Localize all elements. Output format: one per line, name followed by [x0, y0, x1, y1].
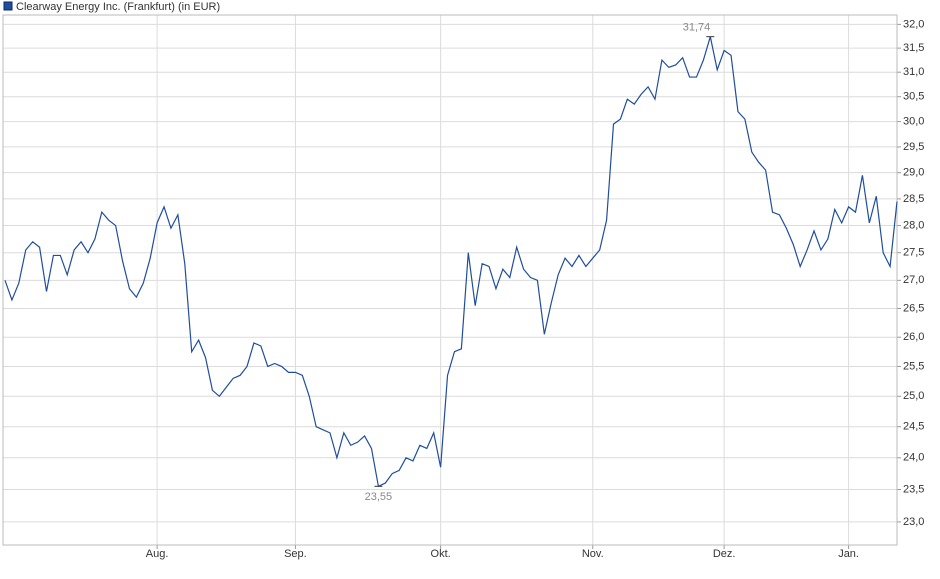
- x-tick-label: Okt.: [431, 548, 451, 560]
- y-tick-label: 24,5: [903, 421, 924, 433]
- annotation: 31,74: [683, 22, 711, 34]
- y-tick-label: 23,0: [903, 516, 924, 528]
- y-tick-label: 29,0: [903, 167, 924, 179]
- y-tick-label: 23,5: [903, 483, 924, 495]
- y-tick-label: 25,0: [903, 390, 924, 402]
- price-line: [4, 36, 898, 488]
- legend-label: Clearway Energy Inc. (Frankfurt) (in EUR…: [16, 1, 220, 13]
- y-tick-label: 32,0: [903, 18, 924, 30]
- y-tick-label: 30,0: [903, 116, 924, 128]
- y-tick-label: 31,0: [903, 66, 924, 78]
- y-tick-label: 31,5: [903, 42, 924, 54]
- annotation: 23,55: [365, 491, 393, 503]
- y-tick-label: 27,0: [903, 274, 924, 286]
- y-tick-label: 30,5: [903, 91, 924, 103]
- y-tick-label: 27,5: [903, 247, 924, 259]
- y-tick-label: 25,5: [903, 360, 924, 372]
- y-tick-label: 28,5: [903, 193, 924, 205]
- y-tick-label: 26,0: [903, 331, 924, 343]
- x-tick-label: Sep.: [284, 548, 307, 560]
- y-tick-label: 26,5: [903, 302, 924, 314]
- y-tick-label: 29,5: [903, 141, 924, 153]
- x-tick-label: Nov.: [582, 548, 604, 560]
- x-tick-label: Aug.: [146, 548, 169, 560]
- x-tick-label: Dez.: [713, 548, 736, 560]
- y-tick-label: 28,0: [903, 219, 924, 231]
- legend-swatch: [3, 1, 13, 11]
- plot-frame: [2, 14, 898, 546]
- x-tick-label: Jan.: [838, 548, 859, 560]
- y-tick-label: 24,0: [903, 452, 924, 464]
